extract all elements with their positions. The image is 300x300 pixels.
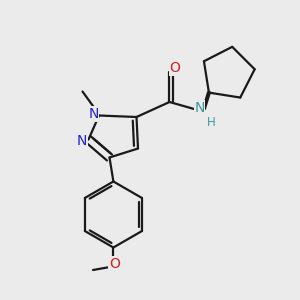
Text: N: N (88, 107, 99, 121)
Text: O: O (169, 61, 180, 75)
Text: N: N (194, 101, 205, 115)
Text: H: H (206, 116, 215, 130)
Text: N: N (77, 134, 87, 148)
Text: O: O (109, 257, 120, 271)
